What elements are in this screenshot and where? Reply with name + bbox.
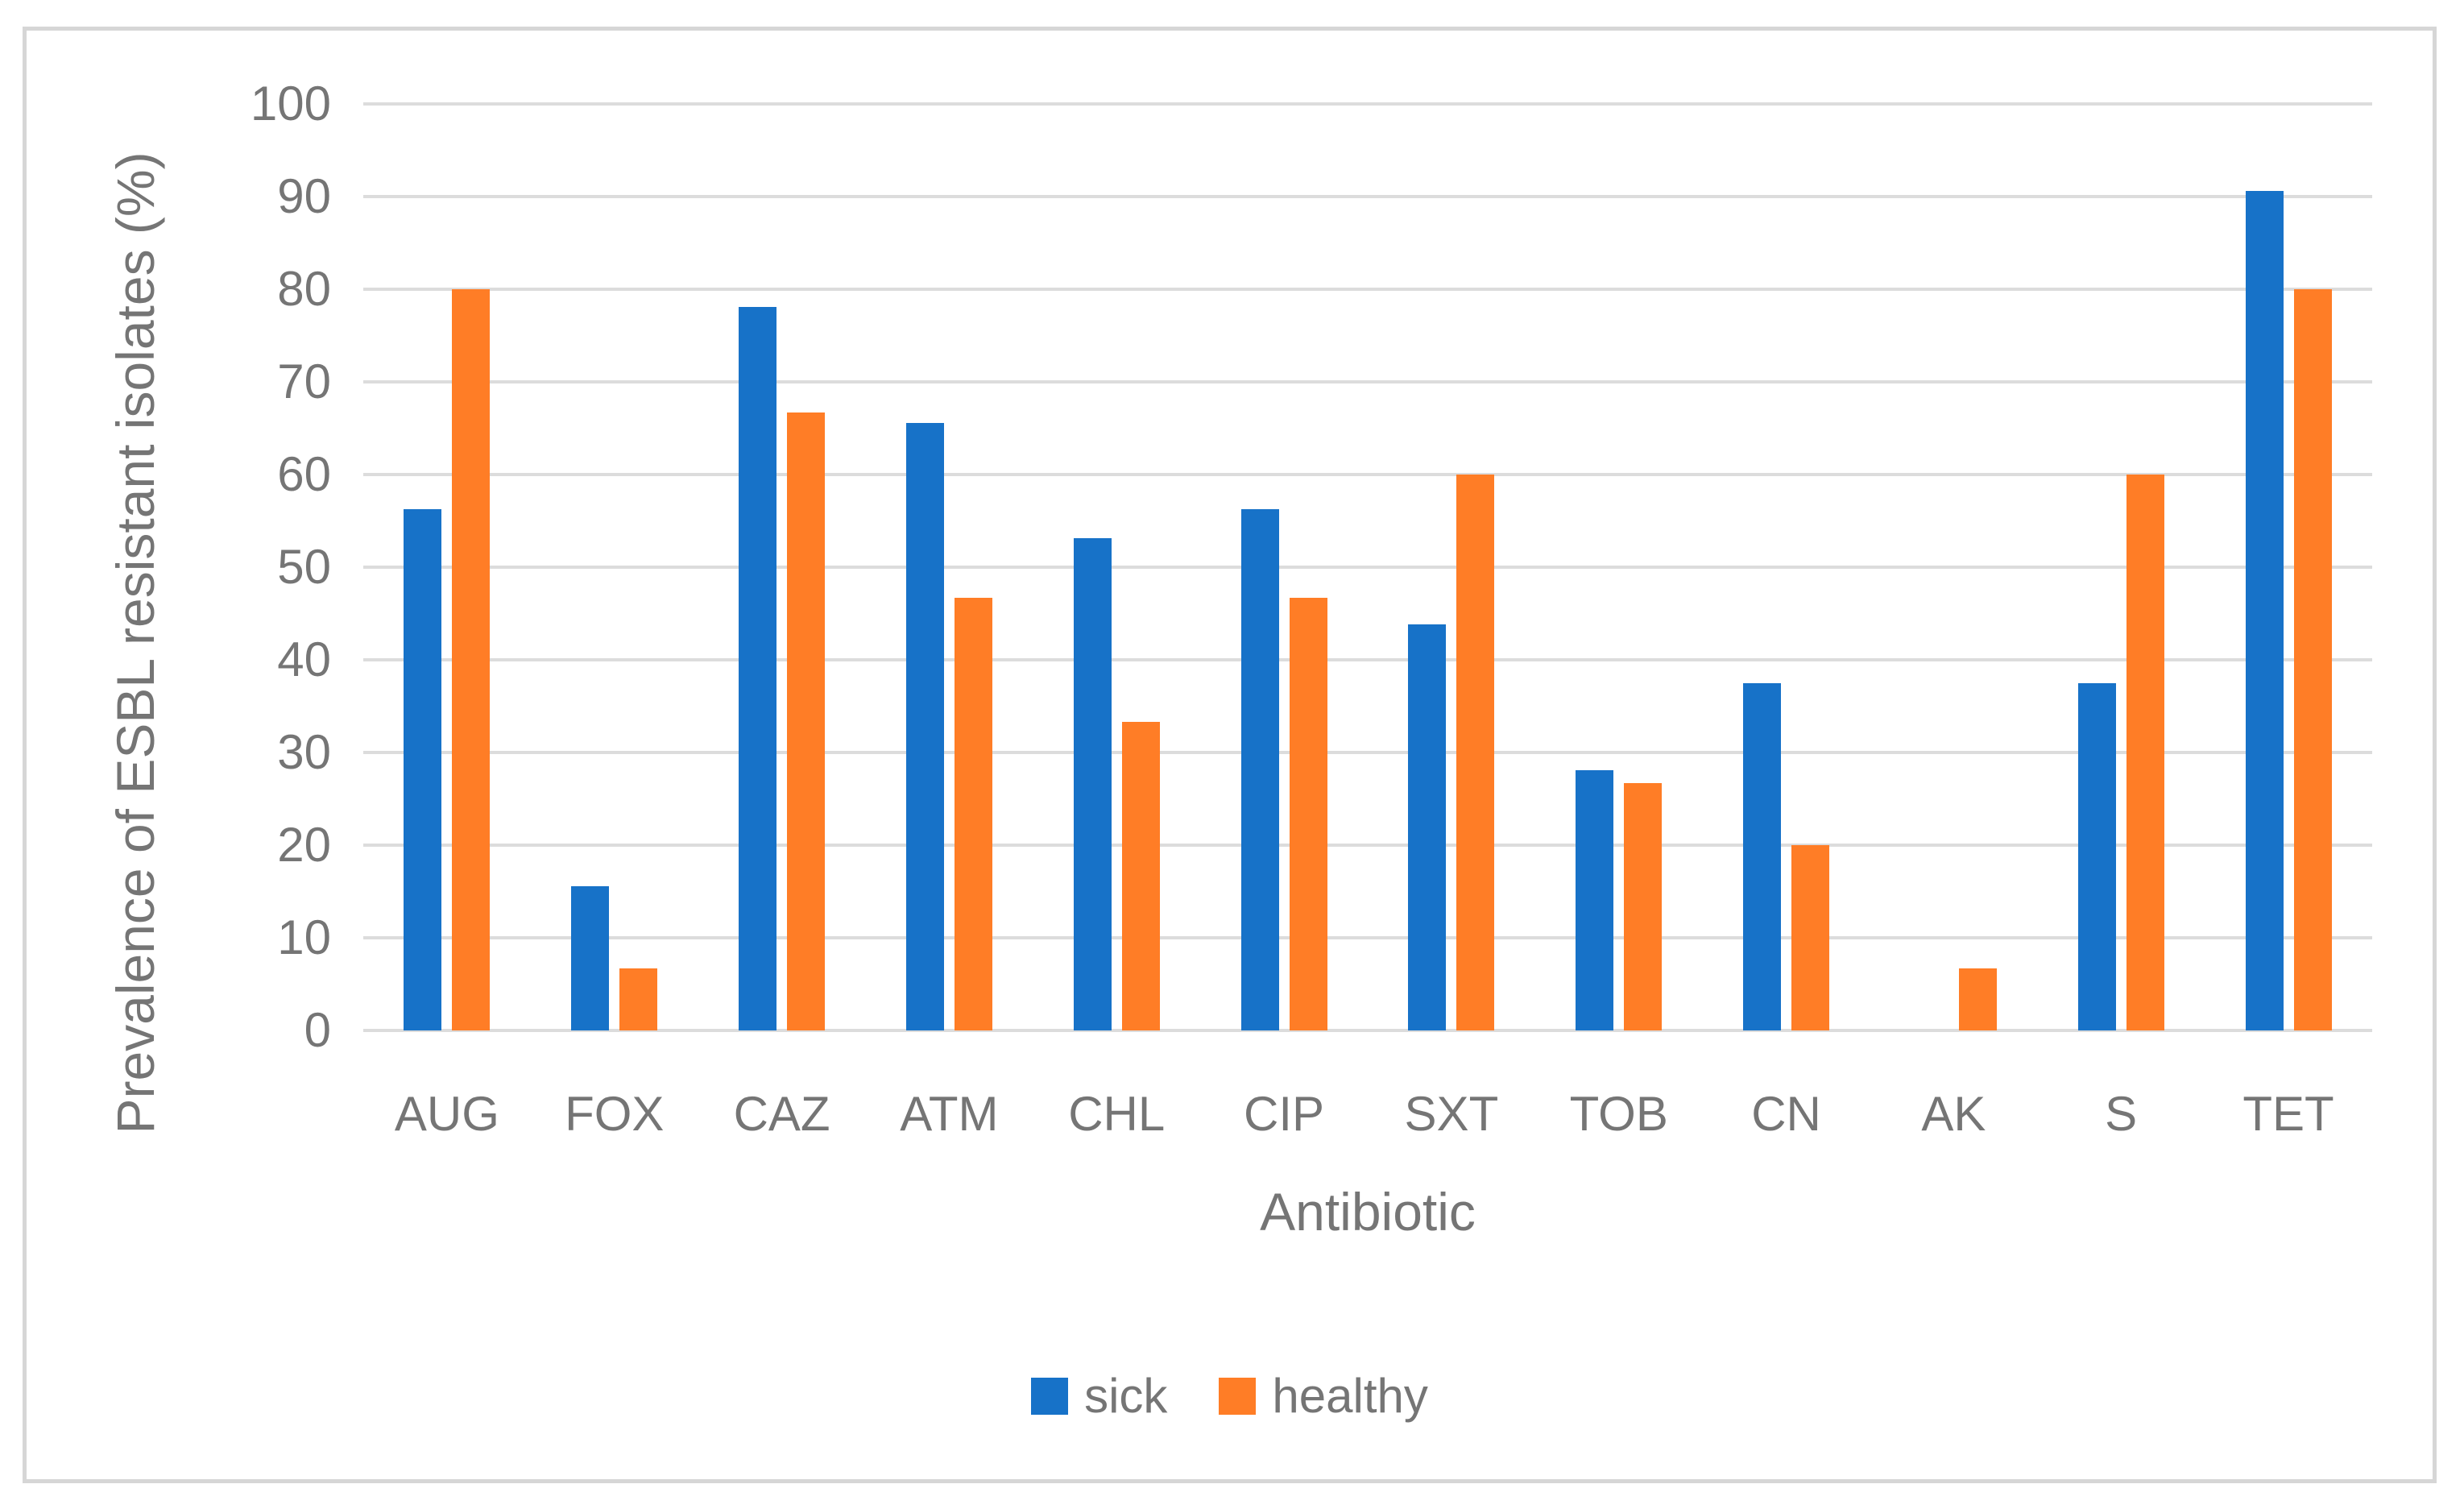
x-tick-label-FOX: FOX [565, 1087, 665, 1141]
bar-healthy-TOB [1624, 783, 1663, 1030]
bar-group-FOX [531, 104, 698, 1030]
legend: sick healthy [27, 1368, 2433, 1424]
bar-group-TOB [1535, 104, 1703, 1030]
x-tick-label-ATM: ATM [900, 1087, 999, 1141]
bar-healthy-AK [1958, 968, 1997, 1030]
legend-entry-sick: sick [1031, 1368, 1167, 1424]
x-tick-label-CHL: CHL [1068, 1087, 1166, 1141]
bar-healthy-CAZ [787, 412, 826, 1030]
y-tick-label-20: 20 [277, 818, 331, 872]
legend-label-healthy: healthy [1272, 1369, 1428, 1423]
bar-sick-ATM [905, 423, 944, 1030]
gridline-y-0 [363, 1029, 2372, 1032]
bar-sick-SXT [1408, 624, 1447, 1030]
bar-group-ATM [865, 104, 1033, 1030]
bar-group-CAZ [698, 104, 866, 1030]
gridline-y-10 [363, 936, 2372, 939]
gridline-y-100 [363, 102, 2372, 106]
y-tick-label-100: 100 [250, 77, 331, 131]
bar-healthy-CHL [1121, 722, 1160, 1030]
legend-entry-healthy: healthy [1219, 1368, 1428, 1424]
x-tick-label-TOB: TOB [1569, 1087, 1668, 1141]
x-tick-label-CAZ: CAZ [733, 1087, 830, 1141]
bar-sick-CN [1743, 683, 1782, 1030]
legend-swatch-sick [1031, 1377, 1069, 1415]
y-tick-label-50: 50 [277, 540, 331, 594]
y-tick-label-90: 90 [277, 169, 331, 223]
x-tick-label-AUG: AUG [394, 1087, 499, 1141]
x-tick-label-SXT: SXT [1404, 1087, 1499, 1141]
gridline-y-20 [363, 844, 2372, 847]
bar-series-container [363, 104, 2372, 1030]
bar-healthy-ATM [954, 598, 992, 1030]
y-axis-tick-labels: 0 10 20 30 40 50 60 70 80 90 100 [27, 77, 331, 1057]
gridline-y-90 [363, 195, 2372, 198]
bar-healthy-CN [1791, 845, 1830, 1030]
x-tick-label-CIP: CIP [1244, 1087, 1325, 1141]
legend-swatch-healthy [1219, 1377, 1257, 1415]
bar-healthy-AUG [452, 289, 491, 1030]
bar-group-TET [2205, 104, 2372, 1030]
bar-healthy-FOX [619, 968, 658, 1030]
y-tick-label-60: 60 [277, 447, 331, 501]
x-axis-title: Antibiotic [1260, 1182, 1476, 1242]
bar-sick-S [2077, 683, 2116, 1030]
bar-healthy-CIP [1289, 598, 1327, 1030]
bar-group-CN [1703, 104, 1870, 1030]
y-tick-label-40: 40 [277, 632, 331, 686]
x-axis-tick-labels: AUG FOX CAZ ATM CHL CIP SXT TOB CN AK S TET [363, 1086, 2372, 1142]
gridline-y-50 [363, 566, 2372, 569]
legend-label-sick: sick [1084, 1369, 1168, 1423]
y-tick-label-70: 70 [277, 354, 331, 408]
y-tick-label-80: 80 [277, 262, 331, 316]
bar-healthy-SXT [1456, 475, 1495, 1030]
gridline-y-80 [363, 288, 2372, 291]
bar-sick-FOX [571, 886, 610, 1030]
x-tick-label-AK: AK [1921, 1087, 1986, 1141]
gridline-y-60 [363, 473, 2372, 476]
bar-healthy-TET [2293, 289, 2332, 1030]
bar-sick-CIP [1240, 509, 1279, 1030]
bar-group-CHL [1033, 104, 1200, 1030]
gridline-y-30 [363, 751, 2372, 754]
bar-healthy-S [2126, 475, 2164, 1030]
gridline-y-70 [363, 380, 2372, 383]
bar-group-AK [1870, 104, 2037, 1030]
bar-sick-TET [2245, 191, 2284, 1030]
chart-figure: Prevalence of ESBL resistant isolates (%… [23, 27, 2437, 1483]
bar-group-SXT [1368, 104, 1535, 1030]
bar-sick-AUG [404, 509, 442, 1030]
x-tick-label-S: S [2105, 1087, 2138, 1141]
y-tick-label-0: 0 [304, 1003, 331, 1057]
x-tick-label-TET: TET [2242, 1087, 2334, 1141]
y-tick-label-30: 30 [277, 725, 331, 779]
bar-group-CIP [1200, 104, 1368, 1030]
x-tick-label-CN: CN [1751, 1087, 1821, 1141]
bar-sick-TOB [1576, 770, 1614, 1030]
bar-sick-CAZ [739, 307, 777, 1030]
y-tick-label-10: 10 [277, 910, 331, 964]
bar-group-S [2037, 104, 2205, 1030]
gridline-y-40 [363, 658, 2372, 661]
bar-sick-CHL [1073, 538, 1112, 1030]
bar-group-AUG [363, 104, 531, 1030]
plot-area [363, 102, 2372, 1032]
